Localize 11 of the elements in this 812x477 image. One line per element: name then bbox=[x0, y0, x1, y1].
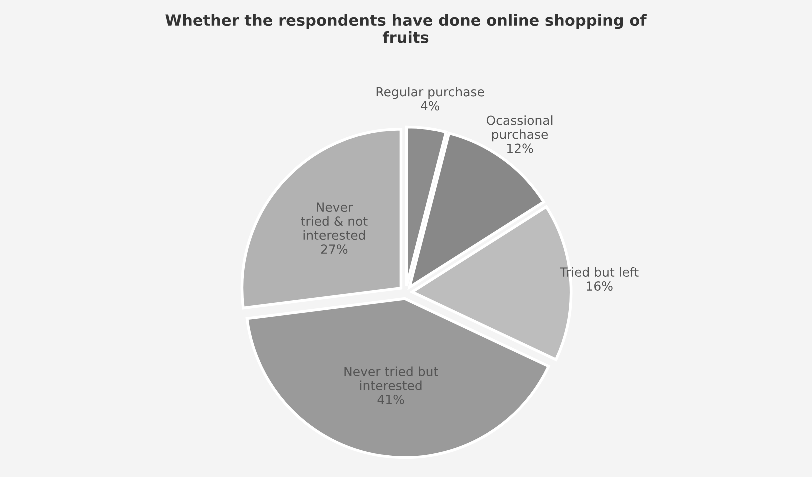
data-label: 4% bbox=[421, 101, 440, 111]
data-label: 16% bbox=[587, 282, 613, 292]
chart-title: Whether the respondents have done online shopping of fruits bbox=[166, 14, 647, 44]
slice-label: Tried but left bbox=[560, 267, 639, 278]
data-label: 12% bbox=[508, 144, 534, 154]
data-label: 27% bbox=[321, 244, 348, 254]
data-label: 41% bbox=[378, 394, 404, 404]
slice-label: Regular purchase bbox=[376, 87, 484, 100]
slice-label: Never tried but interested bbox=[344, 366, 438, 390]
slice-label: Never tried & not interested bbox=[301, 202, 368, 240]
slice-label: Ocassional purchase bbox=[486, 116, 553, 142]
